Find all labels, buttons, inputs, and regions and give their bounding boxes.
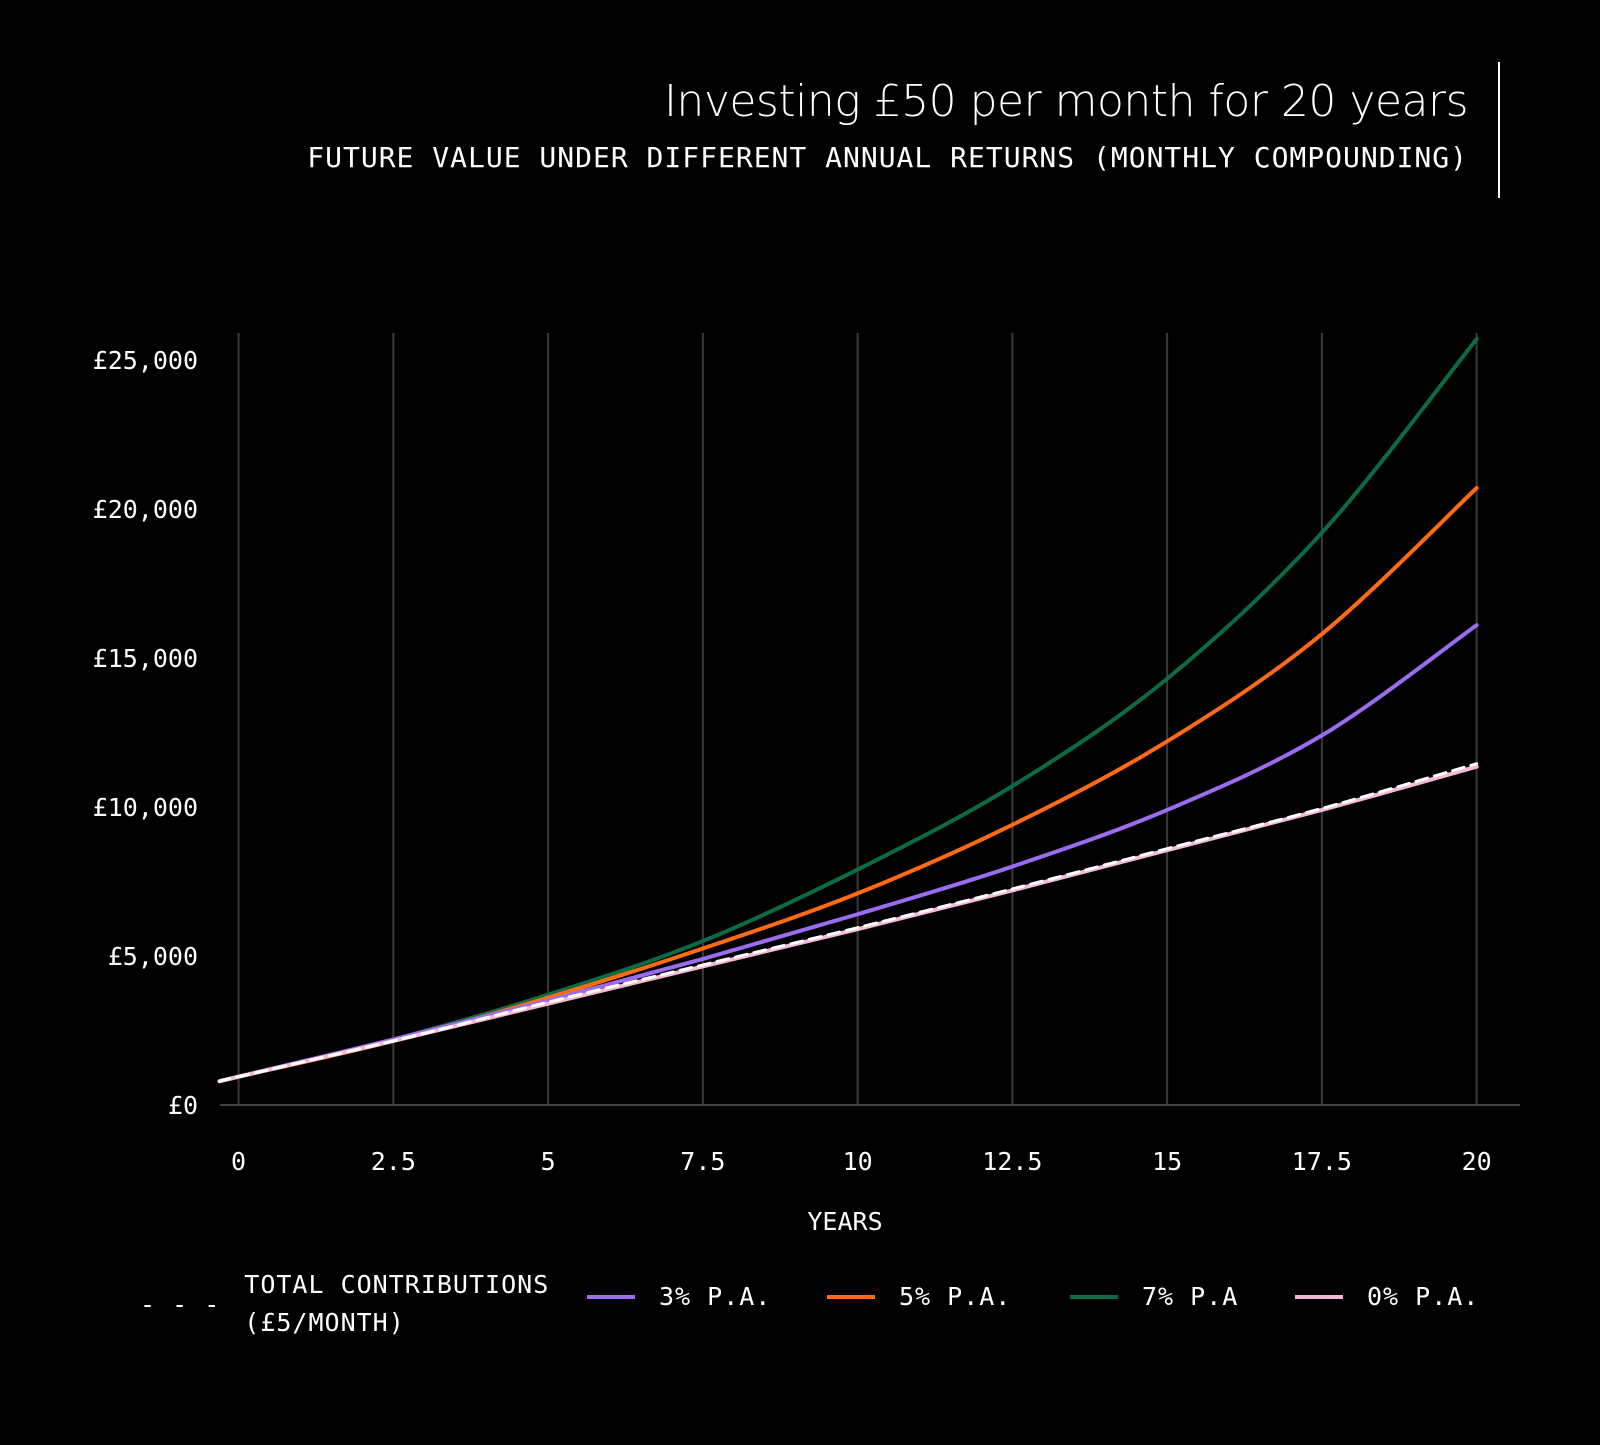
series-line-3-p-a- [217, 623, 1479, 1084]
x-tick-label: 10 [843, 1147, 873, 1176]
series-line-7-p-a [217, 336, 1479, 1084]
legend-label-0pct: 0% P.A. [1367, 1282, 1480, 1311]
x-tick-label: 12.5 [982, 1147, 1042, 1176]
x-tick-label: 0 [231, 1147, 246, 1176]
legend-item-3pct: 3% P.A. [587, 1282, 771, 1311]
legend-swatch-5pct [827, 1294, 875, 1299]
x-axis-title: YEARS [807, 1207, 882, 1236]
legend-label-7pct: 7% P.A [1142, 1282, 1239, 1311]
y-tick-label: £10,000 [93, 793, 198, 822]
chart-subtitle: FUTURE VALUE UNDER DIFFERENT ANNUAL RETU… [307, 141, 1468, 174]
series-line-total-contributions-5-month- [218, 762, 1479, 1083]
legend-label-5pct: 5% P.A. [899, 1282, 1012, 1311]
legend-item-total-contributions: - - - TOTAL CONTRIBUTIONS (£5/MONTH) [140, 1266, 549, 1342]
y-tick-label: £5,000 [108, 942, 198, 971]
x-tick-label: 15 [1152, 1147, 1182, 1176]
x-tick-label: 7.5 [680, 1147, 725, 1176]
legend-dashed-swatch: - - - [140, 1289, 221, 1319]
legend-swatch-7pct [1070, 1294, 1118, 1299]
y-tick-label: £20,000 [93, 495, 198, 524]
y-tick-label: £25,000 [93, 346, 198, 375]
legend-label-total-line2: (£5/MONTH) [244, 1308, 405, 1337]
legend-item-5pct: 5% P.A. [827, 1282, 1011, 1311]
legend-label-3pct: 3% P.A. [659, 1282, 772, 1311]
x-tick-label: 2.5 [371, 1147, 416, 1176]
x-tick-label: 5 [541, 1147, 556, 1176]
x-tick-label: 17.5 [1292, 1147, 1352, 1176]
legend-label-total-line1: TOTAL CONTRIBUTIONS [244, 1270, 550, 1299]
x-tick-label: 20 [1462, 1147, 1492, 1176]
legend-item-0pct: 0% P.A. [1295, 1282, 1479, 1311]
y-tick-label: £15,000 [93, 644, 198, 673]
y-tick-label: £0 [168, 1091, 198, 1120]
title-block: Investing £50 per month for 20 years FUT… [307, 62, 1500, 198]
legend-swatch-3pct [587, 1294, 635, 1299]
legend-swatch-0pct [1295, 1294, 1343, 1299]
legend-item-7pct: 7% P.A [1070, 1282, 1238, 1311]
chart-title: Investing £50 per month for 20 years [663, 76, 1469, 127]
series-line-5-p-a- [217, 485, 1479, 1084]
legend: - - - TOTAL CONTRIBUTIONS (£5/MONTH) 3% … [140, 1266, 1480, 1346]
